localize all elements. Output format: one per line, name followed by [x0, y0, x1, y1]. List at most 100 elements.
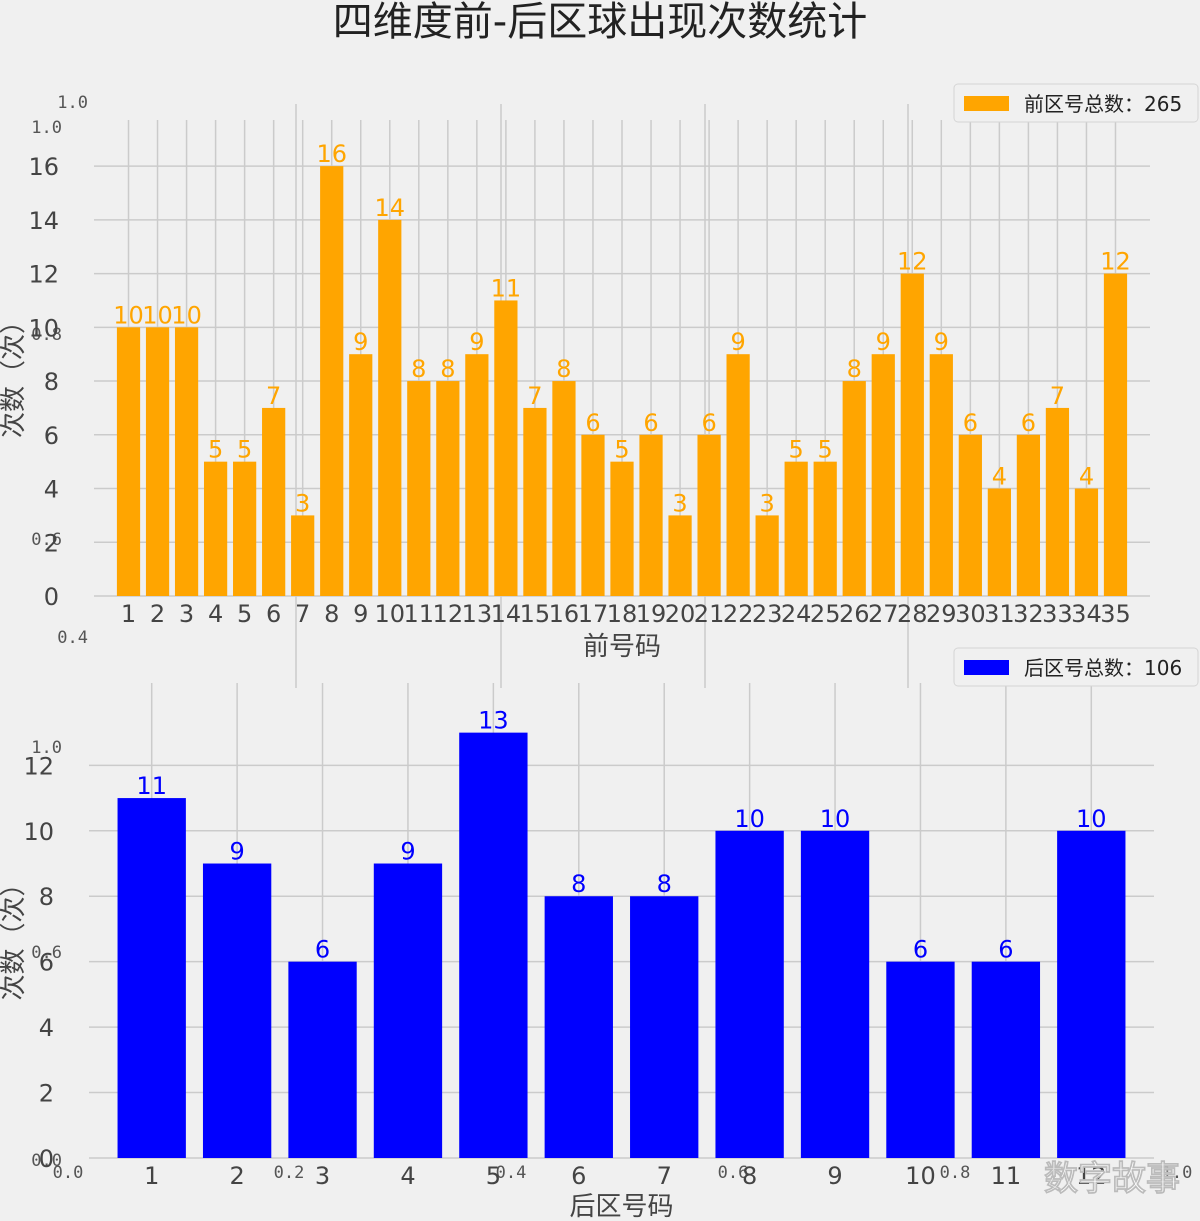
bar-value-label: 5: [789, 436, 804, 464]
bar: [581, 434, 605, 596]
x-tick-label: 6: [571, 1162, 586, 1190]
bar-value-label: 9: [730, 328, 745, 356]
bar-value-label: 9: [353, 328, 368, 356]
bar: [639, 434, 663, 596]
legend-swatch: [964, 660, 1009, 675]
x-tick-label: 26: [839, 600, 870, 628]
bar-value-label: 9: [229, 838, 244, 866]
y-tick-label: 12: [23, 752, 54, 780]
bar-value-label: 12: [1100, 248, 1131, 276]
bar-value-label: 9: [469, 328, 484, 356]
x-tick-label: 8: [742, 1162, 757, 1190]
x-tick-label: 1: [144, 1162, 159, 1190]
bar: [262, 407, 286, 596]
legend-box: [953, 83, 1199, 123]
bar-value-label: 3: [760, 489, 775, 517]
bar-value-label: 8: [556, 355, 571, 383]
bar-value-label: 7: [1050, 382, 1065, 410]
bar: [552, 381, 576, 596]
y-tick-label: 0: [44, 583, 59, 611]
x-tick-label: 15: [520, 600, 551, 628]
x-tick-label: 22: [723, 600, 754, 628]
x-tick-label: 4: [400, 1162, 415, 1190]
ghost-y-tick: 0.0: [31, 1151, 62, 1171]
x-tick-label: 30: [955, 600, 986, 628]
bar-value-label: 16: [316, 140, 347, 168]
ghost-x-tick: 0.8: [940, 1163, 971, 1183]
bar: [610, 461, 634, 596]
bar: [668, 515, 692, 596]
bar-value-label: 6: [963, 409, 978, 437]
bar: [715, 830, 784, 1158]
bar-value-label: 7: [266, 382, 281, 410]
y-tick-label: 10: [28, 314, 59, 342]
x-tick-label: 25: [810, 600, 841, 628]
x-tick-label: 27: [868, 600, 899, 628]
bar: [465, 354, 489, 596]
y-tick-label: 8: [44, 368, 59, 396]
bar: [971, 961, 1041, 1158]
ghost-y-tick: 1.0: [57, 93, 88, 113]
bar: [784, 461, 808, 596]
x-tick-label: 14: [491, 600, 522, 628]
x-tick-label: 10: [905, 1162, 936, 1190]
ghost-x-tick: 0.4: [496, 1163, 527, 1183]
x-tick-label: 1: [121, 600, 136, 628]
bar-value-label: 11: [136, 772, 167, 800]
bar-value-label: 5: [208, 436, 223, 464]
bar: [1045, 407, 1070, 596]
y-tick-label: 2: [44, 529, 59, 557]
bar: [523, 407, 547, 596]
x-tick-label: 11: [404, 600, 435, 628]
x-tick-label: 32: [1013, 600, 1044, 628]
bar: [871, 354, 895, 596]
x-tick-label: 3: [315, 1162, 330, 1190]
bar-value-label: 10: [734, 805, 765, 833]
y-tick-label: 2: [39, 1080, 54, 1108]
bar-value-label: 10: [113, 301, 144, 329]
x-tick-label: 9: [353, 600, 368, 628]
bar: [800, 830, 870, 1158]
bar: [291, 515, 315, 596]
x-tick-label: 23: [752, 600, 783, 628]
bar-value-label: 10: [171, 301, 202, 329]
ghost-y-tick: 0.4: [57, 628, 88, 648]
bar-value-label: 6: [913, 936, 928, 964]
y-tick-label: 16: [28, 153, 59, 181]
watermark: 数字故事: [1044, 1159, 1180, 1199]
ghost-x-tick: 1.0: [1162, 1163, 1193, 1183]
bar: [202, 863, 272, 1158]
x-tick-label: 7: [295, 600, 310, 628]
bar: [842, 381, 866, 596]
bar-value-label: 6: [643, 409, 658, 437]
ghost-x-tick: 0.0: [53, 1163, 84, 1183]
bar: [407, 381, 431, 596]
bar-value-label: 4: [992, 463, 1007, 491]
x-tick-label: 10: [374, 600, 405, 628]
bar-value-label: 9: [876, 328, 891, 356]
y-tick-label: 4: [44, 476, 59, 504]
bar: [373, 863, 443, 1158]
chart-title: 四维度前-后区球出现次数统计: [333, 0, 867, 45]
bar-value-label: 10: [142, 301, 173, 329]
bar-value-label: 7: [527, 382, 542, 410]
y-tick-label: 8: [39, 883, 54, 911]
bar-value-label: 5: [614, 436, 629, 464]
x-tick-label: 12: [433, 600, 464, 628]
ghost-y-tick: 0.8: [31, 325, 62, 345]
bar-value-label: 9: [400, 838, 415, 866]
x-tick-label: 9: [827, 1162, 842, 1190]
bar: [813, 461, 837, 596]
x-tick-label: 2: [150, 600, 165, 628]
bar: [958, 434, 982, 596]
y-tick-label: 0: [39, 1145, 54, 1173]
x-tick-label: 24: [781, 600, 812, 628]
bar-value-label: 6: [998, 936, 1013, 964]
x-tick-label: 34: [1071, 600, 1102, 628]
x-tick-label: 35: [1100, 600, 1131, 628]
ghost-y-tick: 0.6: [31, 943, 62, 963]
bar: [755, 515, 779, 596]
x-tick-label: 20: [665, 600, 696, 628]
x-tick-label: 19: [636, 600, 667, 628]
bar: [544, 896, 613, 1158]
